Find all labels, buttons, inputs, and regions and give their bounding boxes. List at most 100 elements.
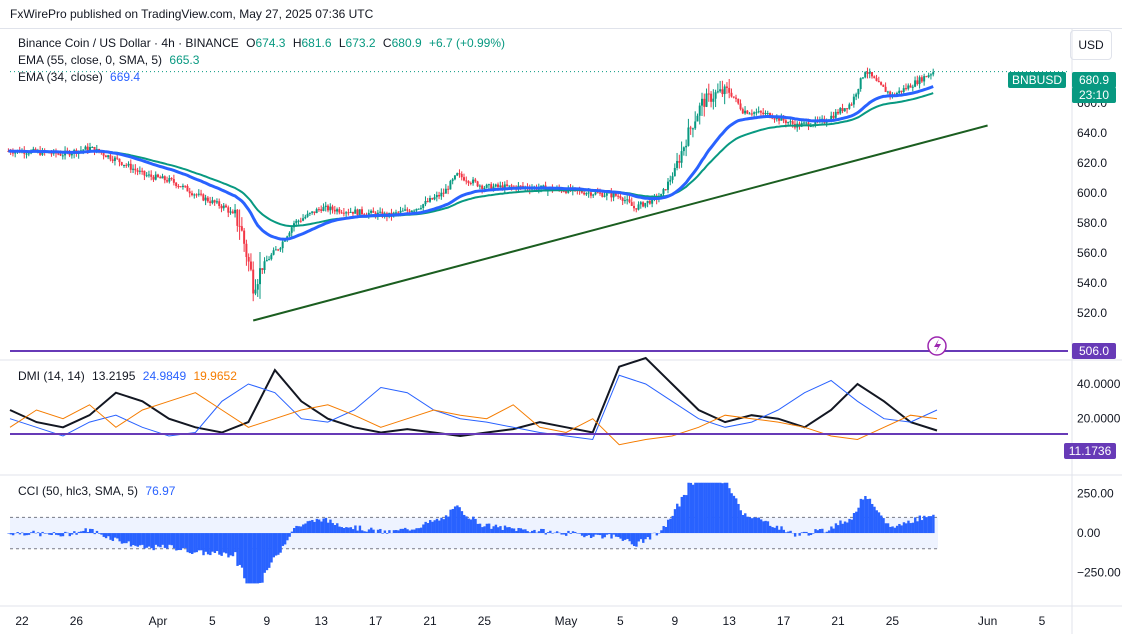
cci-bar [279, 533, 282, 553]
candle-body [494, 184, 497, 187]
candle-body [744, 110, 747, 114]
candle-body [728, 87, 731, 93]
cci-bar [145, 533, 149, 548]
candle-body [438, 195, 441, 197]
candle-body [86, 146, 89, 151]
cci-bar [766, 521, 770, 534]
cci-bar [240, 533, 244, 568]
cci-legend[interactable]: CCI (50, hlc3, SMA, 5) 76.97 [18, 484, 179, 498]
trendline[interactable] [252, 124, 988, 322]
cci-bar [159, 533, 162, 548]
candle-body [213, 200, 216, 203]
candle-body [123, 164, 125, 166]
candle-body [186, 186, 189, 192]
cci-bar [560, 533, 563, 535]
cci-bar [628, 533, 631, 542]
candle-body [739, 103, 742, 110]
candle-body [594, 192, 597, 195]
candle-body [256, 284, 259, 290]
cci-bar [213, 533, 217, 553]
cci-bar [136, 533, 139, 547]
cci-bar [274, 533, 278, 556]
candle-body [694, 121, 697, 129]
candle-body [889, 91, 892, 96]
time-tick-label: 9 [263, 614, 270, 628]
cci-bar [694, 482, 697, 534]
symbol-title[interactable]: Binance Coin / US Dollar · 4h · BINANCE [18, 36, 239, 50]
cci-bar [542, 528, 545, 534]
candle-body [268, 259, 271, 261]
candle-body [614, 193, 617, 196]
cci-bar [395, 530, 398, 534]
candle-body [91, 147, 94, 149]
cci-bar [358, 525, 362, 534]
candle-body [104, 155, 107, 158]
cci-bar [123, 533, 126, 544]
cci-bar [812, 533, 815, 534]
cci-bar [102, 533, 105, 537]
ema34-line [8, 85, 934, 241]
candle-body [132, 168, 135, 170]
cci-bar [168, 533, 171, 545]
cci-bar [544, 533, 547, 535]
cci-bar [698, 482, 702, 534]
candle-body [245, 243, 248, 258]
candle-body [422, 204, 425, 208]
cci-bar [526, 531, 529, 534]
cci-bar [621, 533, 625, 541]
candle-body [265, 260, 268, 262]
dmi-legend[interactable]: DMI (14, 14) 13.2195 24.9849 19.9652 [18, 369, 241, 383]
cci-bar [895, 525, 899, 534]
cci-bar [682, 494, 686, 534]
candle-body [218, 201, 221, 206]
candle-body [846, 108, 849, 110]
cci-bar [635, 533, 638, 547]
chart-canvas[interactable]: 520.0540.0560.0580.0600.0620.0640.0660.0… [0, 28, 1122, 634]
candle-body [646, 200, 649, 203]
candle-body [499, 185, 502, 187]
candle-body [460, 173, 463, 178]
cci-bar [191, 533, 194, 554]
cci-bar [458, 507, 461, 534]
cci-bar [209, 533, 212, 556]
candle-body [635, 208, 638, 210]
candle-body [401, 210, 404, 212]
candle-body [485, 184, 488, 188]
candle-body [585, 193, 588, 195]
cci-bar [691, 484, 695, 534]
cci-bar [354, 525, 357, 534]
candle-body [50, 153, 53, 155]
cci-bar [172, 533, 176, 549]
candle-body [478, 185, 481, 187]
cci-bar [413, 529, 416, 534]
cci-bar [705, 482, 708, 534]
cci-bar [73, 531, 76, 534]
currency-selector[interactable]: USD [1070, 30, 1112, 60]
cci-bar [440, 517, 443, 534]
cci-bar [476, 523, 479, 534]
cci-bar [841, 523, 844, 534]
candle-body [84, 146, 87, 150]
candle-body [333, 209, 336, 212]
candle-body [345, 212, 348, 214]
candle-body [204, 197, 207, 201]
cci-bar [494, 524, 498, 534]
cci-bar [7, 533, 10, 534]
cci-bar [193, 533, 196, 553]
cci-bar [914, 517, 917, 534]
candle-body [306, 213, 309, 217]
cci-bar [617, 533, 620, 538]
cci-bar [843, 521, 847, 534]
ema55-legend[interactable]: EMA (55, close, 0, SMA, 5) 665.3 [18, 53, 203, 67]
candle-body [864, 72, 867, 78]
candle-body [841, 108, 844, 112]
cci-bar [43, 533, 47, 534]
cci-bar [664, 526, 668, 534]
ema34-legend[interactable]: EMA (34, close) 669.4 [18, 70, 144, 84]
cci-bar [64, 531, 67, 534]
candle-body [508, 185, 511, 187]
candle-body [773, 118, 776, 120]
cci-bar [263, 533, 266, 573]
candle-body [195, 194, 198, 196]
cci-bar [351, 529, 355, 534]
